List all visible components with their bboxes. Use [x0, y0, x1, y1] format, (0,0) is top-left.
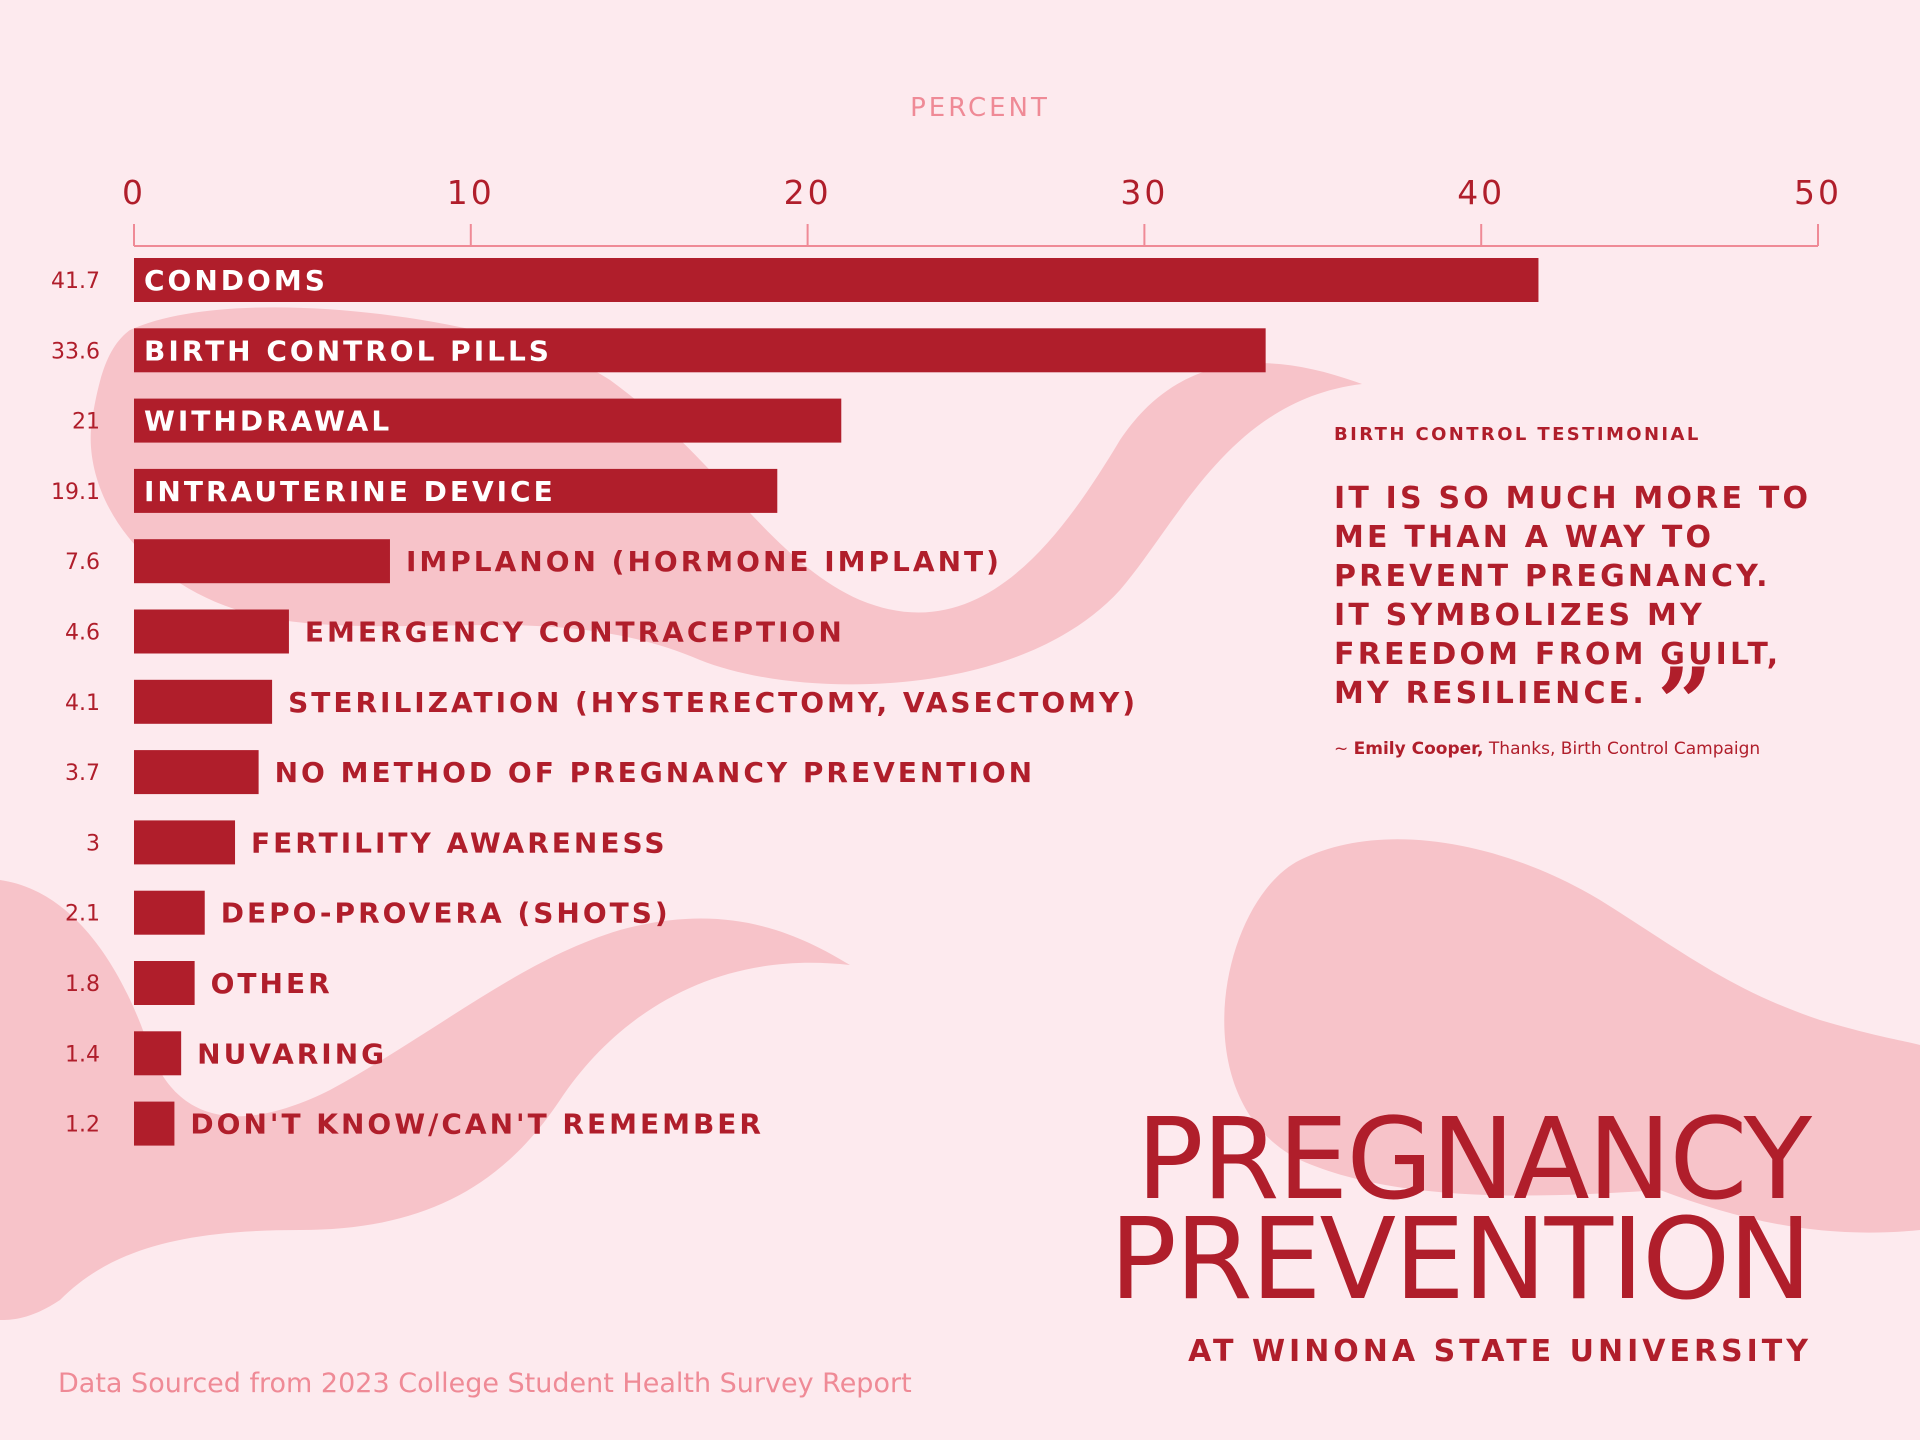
value-label-nuvaring: 1.4: [65, 1042, 100, 1067]
category-label-don-t-know-can-t-remember: DON'T KNOW/CAN'T REMEMBER: [190, 1108, 764, 1141]
value-label-emergency-contraception: 4.6: [65, 621, 100, 646]
bar-emergency-contraception: [134, 609, 289, 654]
category-label-implanon-hormone-implant: IMPLANON (HORMONE IMPLANT): [406, 545, 1002, 578]
data-source-note: Data Sourced from 2023 College Student H…: [58, 1368, 912, 1399]
bar-withdrawal: [134, 398, 842, 443]
quote-mark-icon: ”: [1656, 647, 1716, 760]
testimonial-attribution: ~ Emily Cooper, Thanks, Birth Control Ca…: [1334, 739, 1854, 759]
bars: 41.7 CONDOMS 33.6 BIRTH CONTROL PILLS 21 WITH…: [51, 258, 1539, 1146]
value-label-don-t-know-can-t-remember: 1.2: [65, 1113, 100, 1138]
value-label-no-method-of-pregnancy-prevention: 3.7: [65, 761, 100, 786]
title-line-1: PREGNANCY: [1136, 1095, 1812, 1225]
testimonial-quote-text: IT IS SO MUCH MORE TO ME THAN A WAY TO P…: [1334, 481, 1812, 711]
category-label-emergency-contraception: EMERGENCY CONTRACEPTION: [305, 616, 845, 649]
category-label-birth-control-pills: BIRTH CONTROL PILLS: [144, 334, 552, 367]
x-tick-label: 40: [1457, 173, 1505, 212]
page-subtitle: AT WINONA STATE UNIVERSITY: [1188, 1334, 1812, 1369]
value-label-condoms: 41.7: [51, 269, 100, 294]
bar-nuvaring: [134, 1031, 182, 1076]
bar-condoms: [134, 258, 1539, 302]
page-title: PREGNANCY PREVENTION: [1109, 1095, 1812, 1325]
category-label-no-method-of-pregnancy-prevention: NO METHOD OF PREGNANCY PREVENTION: [275, 756, 1035, 789]
value-label-intrauterine-device: 19.1: [51, 480, 100, 505]
bar-sterilization-hysterectomy-vasectomy: [134, 679, 273, 724]
testimonial: BIRTH CONTROL TESTIMONIAL IT IS SO MUCH …: [1334, 424, 1854, 759]
x-tick-label: 50: [1794, 173, 1842, 212]
category-label-fertility-awareness: FERTILITY AWARENESS: [251, 826, 668, 859]
bar-birth-control-pills: [134, 328, 1266, 373]
x-axis-title: PERCENT: [910, 93, 1050, 123]
category-label-sterilization-hysterectomy-vasectomy: STERILIZATION (HYSTERECTOMY, VASECTOMY): [288, 686, 1138, 719]
category-label-other: OTHER: [211, 967, 333, 1000]
x-tick-label: 0: [122, 173, 146, 212]
lower-swirl-shape: [0, 880, 850, 1320]
bar-no-method-of-pregnancy-prevention: [134, 750, 259, 795]
value-label-withdrawal: 21: [72, 410, 100, 435]
value-label-other: 1.8: [65, 972, 100, 997]
testimonial-source: Thanks, Birth Control Campaign: [1488, 739, 1761, 759]
category-label-condoms: CONDOMS: [144, 264, 328, 297]
x-axis: 0 10 20 30 40 50: [122, 173, 1842, 247]
value-label-sterilization-hysterectomy-vasectomy: 4.1: [65, 691, 100, 716]
value-label-depo-provera-shots: 2.1: [65, 902, 100, 927]
value-label-birth-control-pills: 33.6: [51, 339, 100, 364]
testimonial-quote: IT IS SO MUCH MORE TO ME THAN A WAY TO P…: [1334, 479, 1814, 752]
value-label-implanon-hormone-implant: 7.6: [65, 550, 100, 575]
testimonial-heading: BIRTH CONTROL TESTIMONIAL: [1334, 424, 1701, 445]
category-label-withdrawal: WITHDRAWAL: [144, 405, 392, 438]
x-tick-label: 10: [447, 173, 495, 212]
right-bubble-shape: [1224, 839, 1920, 1233]
category-label-nuvaring: NUVARING: [197, 1037, 387, 1070]
category-label-intrauterine-device: INTRAUTERINE DEVICE: [144, 475, 556, 508]
x-tick-label: 30: [1120, 173, 1168, 212]
x-tick-label: 20: [784, 173, 832, 212]
bar-fertility-awareness: [134, 820, 236, 865]
bar-don-t-know-can-t-remember: [134, 1101, 175, 1146]
bar-depo-provera-shots: [134, 890, 205, 935]
title-line-2: PREVENTION: [1109, 1195, 1812, 1325]
bar-implanon-hormone-implant: [134, 539, 390, 584]
category-label-depo-provera-shots: DEPO-PROVERA (SHOTS): [221, 897, 671, 930]
testimonial-author: Emily Cooper,: [1353, 739, 1484, 759]
bar-other: [134, 961, 195, 1005]
value-label-fertility-awareness: 3: [86, 831, 100, 856]
bar-intrauterine-device: [134, 468, 778, 513]
attribution-prefix: ~: [1334, 739, 1349, 759]
